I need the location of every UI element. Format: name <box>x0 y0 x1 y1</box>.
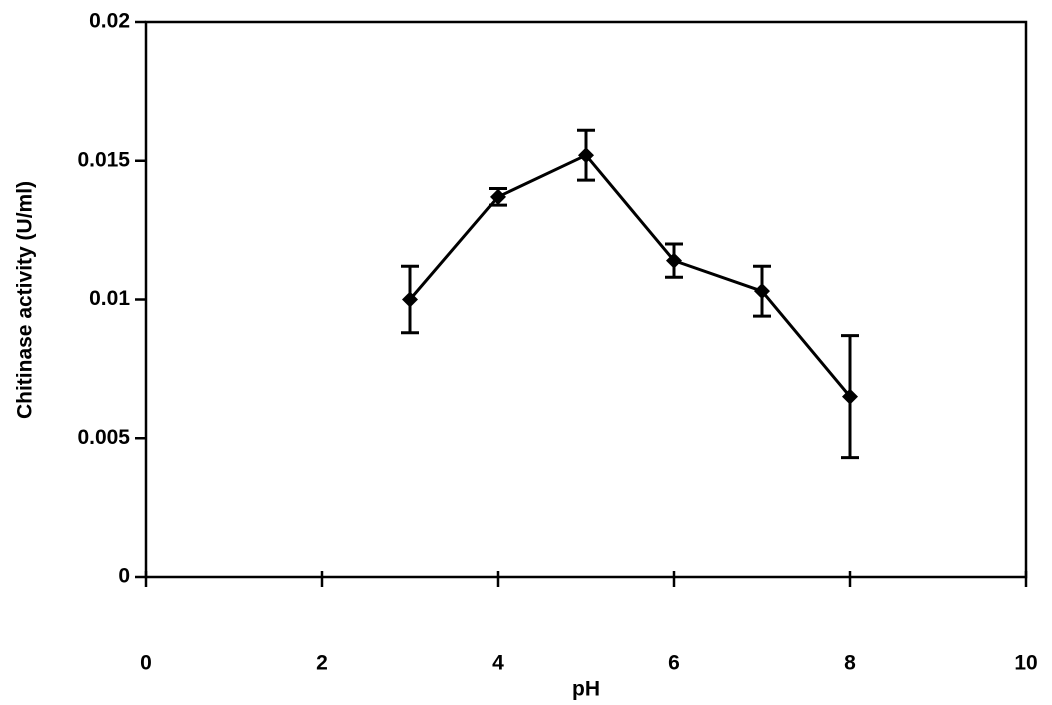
y-axis-label: Chitinase activity (U/ml) <box>14 181 37 419</box>
x-tick-label: 4 <box>492 652 504 675</box>
plot-frame <box>144 20 1028 579</box>
marker <box>402 291 418 308</box>
marker <box>490 188 506 205</box>
y-tick-label: 0.005 <box>77 426 130 449</box>
marker <box>842 388 858 405</box>
x-tick-label: 8 <box>844 652 856 675</box>
marker <box>754 283 770 300</box>
marker <box>578 147 594 164</box>
data-line <box>408 153 852 398</box>
x-tick-label: 10 <box>1014 652 1037 675</box>
x-tick-label: 2 <box>316 652 328 675</box>
y-tick-label: 0.02 <box>89 10 130 33</box>
x-axis-label: pH <box>572 678 600 701</box>
marker <box>666 252 682 269</box>
x-tick-label: 6 <box>668 652 680 675</box>
y-tick-label: 0.015 <box>77 148 130 171</box>
y-tick-label: 0.01 <box>89 287 130 310</box>
y-tick-label: 0 <box>118 565 130 588</box>
x-tick-label: 0 <box>140 652 152 675</box>
